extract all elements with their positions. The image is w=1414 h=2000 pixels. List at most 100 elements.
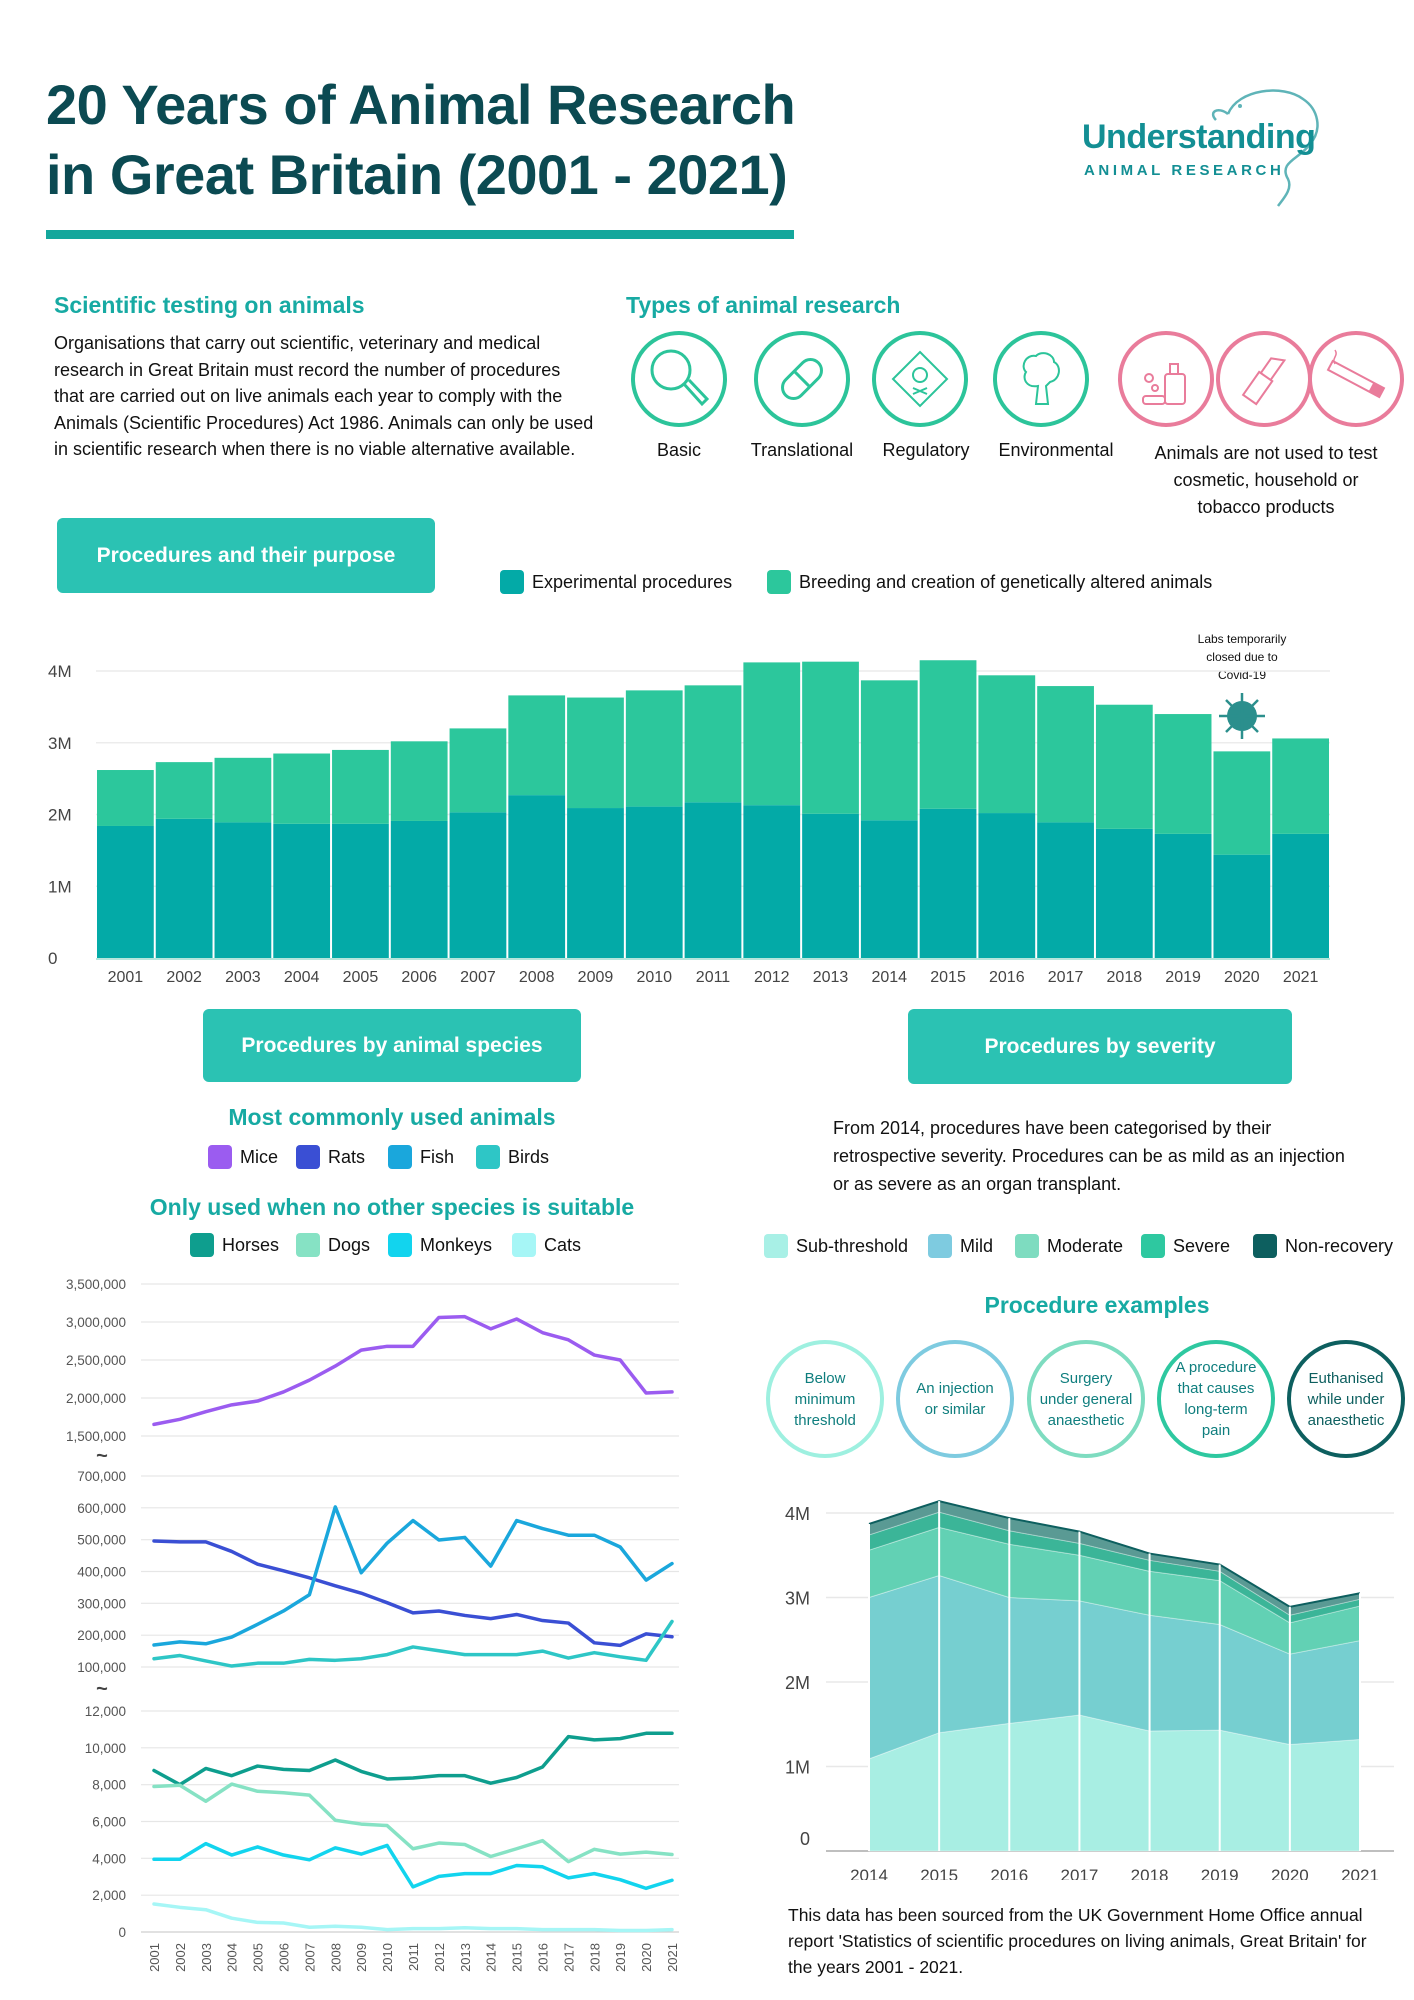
legend-swatch: [296, 1145, 320, 1169]
x-tick-label: 2013: [813, 969, 849, 986]
intro-text: Organisations that carry out scientific,…: [54, 333, 594, 459]
line-fish: [152, 1505, 674, 1647]
legend-fish: Fish: [388, 1145, 454, 1169]
x-tick-label: 2004: [284, 969, 320, 986]
bar-experimental: [919, 808, 977, 958]
bar-experimental: [1272, 833, 1329, 958]
legend-label: Mice: [240, 1146, 279, 1167]
x-tick-label: 2007: [302, 1943, 317, 1972]
x-tick-label: 2010: [636, 969, 672, 986]
severity-legend-mild: Mild: [928, 1234, 993, 1258]
severity-area-chart: 0 1M 2M 3M 4M 2014 2015 2016 2017 2018 2019 2020 202…: [785, 1500, 1394, 1880]
line-dogs: [152, 1782, 674, 1864]
tobacco-icon-circle: [1308, 331, 1404, 427]
type-label-translational: Translational: [750, 440, 854, 460]
legend-label: Horses: [222, 1234, 280, 1255]
procedures-species-button[interactable]: Procedures by animal species: [203, 1009, 581, 1082]
bar-breeding: [919, 660, 977, 809]
legend-swatch: [764, 1234, 788, 1258]
x-tick-label: 2003: [199, 1943, 214, 1972]
bar-experimental: [802, 813, 859, 958]
legend-label: Severe: [1173, 1235, 1231, 1256]
bar-experimental: [1213, 854, 1271, 958]
x-tick-label: 2005: [251, 1943, 266, 1972]
y-tick-label: 100,000: [77, 1660, 126, 1675]
rare-animals-heading: Only used when no other species is suita…: [149, 1194, 635, 1220]
y-tick-label: 3M: [785, 1589, 810, 1609]
toxic-hazard-icon: [891, 350, 949, 408]
bar-experimental: [567, 808, 624, 958]
x-tick-label: 2003: [225, 969, 261, 986]
bar-breeding: [567, 697, 624, 809]
procedures-purpose-button[interactable]: Procedures and their purpose: [57, 518, 435, 593]
procedures-severity-button[interactable]: Procedures by severity: [908, 1009, 1292, 1084]
x-tick-label: 2020: [639, 1943, 654, 1972]
x-tick-label: 2019: [613, 1943, 628, 1972]
x-tick-label: 2006: [277, 1943, 292, 1972]
legend-swatch: [1015, 1234, 1039, 1258]
y-tick-label: 0: [118, 1925, 126, 1940]
source-note: This data has been sourced from the UK G…: [788, 1905, 1367, 1977]
x-tick-label: 2018: [1107, 969, 1143, 986]
x-tick-label: 2011: [696, 969, 731, 986]
legend-monkeys: Monkeys: [388, 1233, 492, 1257]
bar-experimental: [449, 812, 507, 958]
bar-experimental: [1095, 828, 1153, 958]
bar-breeding: [1154, 714, 1212, 834]
x-tick-label: 2012: [754, 969, 790, 986]
y-tick-label: 1,500,000: [66, 1429, 126, 1444]
bar-breeding: [802, 661, 859, 814]
legend-label: Breeding and creation of genetically alt…: [799, 571, 1213, 592]
y-tick-label: 3,500,000: [66, 1277, 126, 1292]
x-tick-label: 2015: [930, 969, 966, 986]
legend-label: Moderate: [1047, 1235, 1124, 1256]
legend-swatch: [388, 1233, 412, 1257]
y-tick-label: 2,500,000: [66, 1353, 126, 1368]
logo-sub-text: ANIMAL RESEARCH: [1084, 162, 1285, 179]
y-tick-label: 2M: [785, 1673, 810, 1693]
line-horses: [152, 1731, 674, 1787]
y-tick-label: 2,000,000: [66, 1391, 126, 1406]
y-tick-label: 0: [48, 949, 57, 968]
procedure-example-circle: Euthanised while under anaesthetic: [1287, 1340, 1405, 1458]
x-tick-label: 2015: [510, 1943, 525, 1972]
legend-swatch: [1253, 1234, 1277, 1258]
purpose-legend-breeding: Breeding and creation of genetically alt…: [767, 570, 1212, 594]
legend-label: Dogs: [328, 1234, 371, 1255]
x-tick-label: 2004: [225, 1943, 240, 1972]
x-tick-label: 2015: [920, 1866, 958, 1880]
x-tick-label: 2012: [432, 1943, 447, 1972]
bar-breeding: [214, 757, 272, 823]
legend-label: Cats: [544, 1234, 582, 1255]
x-tick-label: 2009: [354, 1943, 369, 1972]
legend-label: Monkeys: [420, 1234, 493, 1255]
translational-research-icon-circle: [754, 331, 850, 427]
x-tick-label: 2010: [380, 1943, 395, 1972]
common-animals-heading: Most commonly used animals: [228, 1104, 556, 1130]
procedure-example-circle: Surgery under general anaesthetic: [1027, 1340, 1145, 1458]
y-tick-label: 3M: [48, 734, 72, 753]
bar-breeding: [1037, 686, 1094, 823]
purpose-bar-chart: 0 1M 2M 3M 4M 2001 2002 2003 2004 2005 2006 2007 200…: [48, 660, 1330, 986]
type-label-basic: Basic: [656, 440, 701, 460]
severity-legend-moderate: Moderate: [1015, 1234, 1123, 1258]
bar-experimental: [214, 822, 272, 958]
legend-label: Experimental procedures: [532, 571, 733, 592]
bar-experimental: [97, 825, 154, 958]
y-tick-label: 200,000: [77, 1628, 126, 1643]
title-line-1: 20 Years of Animal Research: [46, 73, 796, 136]
x-tick-label: 2021: [1283, 969, 1319, 986]
pill-capsule-icon: [781, 358, 823, 400]
x-tick-label: 2002: [166, 969, 202, 986]
logo: Understanding ANIMAL RESEARCH: [1078, 84, 1338, 208]
legend-swatch: [1141, 1234, 1165, 1258]
legend-swatch: [296, 1233, 320, 1257]
bar-breeding: [332, 749, 389, 824]
y-tick-label: 400,000: [77, 1565, 126, 1580]
bar-experimental: [684, 802, 742, 958]
y-tick-label: 6,000: [92, 1815, 126, 1830]
bar-breeding: [273, 753, 331, 824]
y-tick-label: 4M: [48, 662, 72, 681]
basic-research-icon-circle: [631, 331, 727, 427]
bar-experimental: [860, 820, 918, 958]
